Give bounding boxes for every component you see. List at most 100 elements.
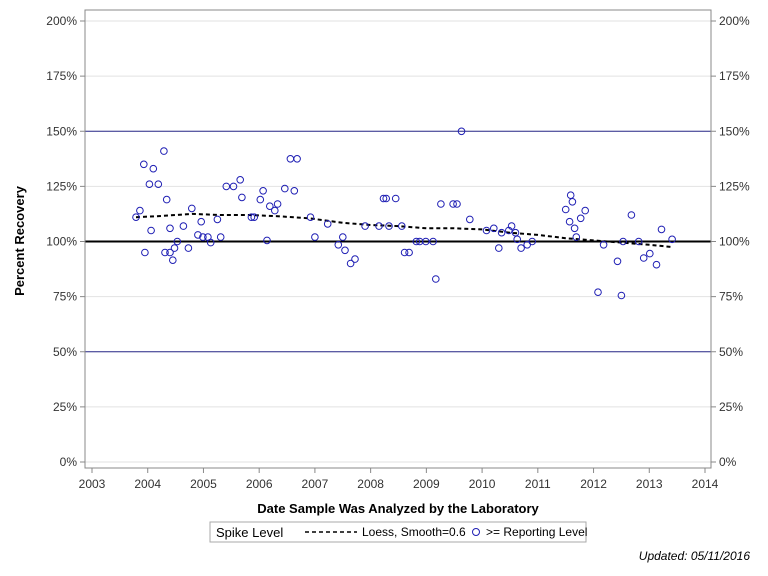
y-axis-label: Percent Recovery — [12, 185, 27, 296]
data-point — [166, 248, 174, 257]
data-point — [334, 241, 343, 249]
data-point — [132, 213, 140, 221]
data-point — [306, 213, 315, 221]
data-point — [400, 248, 409, 257]
y-tick-label: 200% — [46, 14, 77, 28]
data-point — [617, 291, 626, 300]
data-point — [528, 237, 537, 246]
data-point — [561, 205, 570, 214]
data-point — [136, 206, 144, 215]
data-point — [379, 194, 388, 203]
data-point — [206, 238, 215, 247]
data-point — [147, 226, 155, 235]
data-point — [169, 256, 177, 265]
x-tick-label: 2005 — [190, 477, 217, 491]
data-point — [382, 194, 391, 203]
data-point — [236, 176, 244, 184]
data-point — [271, 206, 279, 215]
data-point — [281, 184, 289, 193]
data-point — [140, 160, 148, 169]
data-point — [432, 275, 440, 283]
data-point — [594, 288, 602, 297]
data-point — [375, 222, 383, 230]
data-point — [293, 155, 301, 163]
y-tick-label-right: 125% — [719, 179, 750, 193]
data-point — [453, 200, 461, 208]
data-point — [161, 248, 169, 257]
legend-item-reporting-level: >= Reporting Level — [486, 525, 587, 539]
data-point — [422, 237, 430, 246]
data-point — [149, 164, 158, 173]
data-point — [166, 224, 174, 233]
data-point — [216, 233, 225, 241]
y-tick-label-right: 100% — [719, 235, 750, 249]
data-point — [194, 231, 202, 239]
data-point — [634, 237, 643, 246]
data-point — [385, 222, 393, 230]
data-point — [572, 233, 581, 241]
y-tick-label: 175% — [46, 69, 77, 83]
y-tick-label-right: 75% — [719, 290, 743, 304]
data-point — [398, 222, 406, 230]
y-tick-label: 50% — [53, 345, 77, 359]
data-point — [341, 246, 349, 255]
x-tick-label: 2014 — [692, 477, 719, 491]
y-tick-label: 125% — [46, 179, 77, 193]
series-layer — [132, 127, 676, 300]
data-point — [490, 224, 498, 233]
data-point — [415, 237, 424, 246]
legend-title: Spike Level — [216, 525, 283, 540]
data-point — [507, 222, 516, 230]
y-tick-label-right: 50% — [719, 345, 743, 359]
data-point — [154, 180, 163, 188]
data-point — [495, 244, 503, 252]
y-tick-label-right: 200% — [719, 14, 750, 28]
data-point — [627, 211, 636, 219]
x-tick-label: 2007 — [302, 477, 329, 491]
plot-frame — [84, 9, 712, 469]
data-point — [599, 241, 608, 249]
data-point — [646, 249, 654, 258]
y-axis-left: 0% 25% 50% 75% 100% 125% 150% 175% 200% — [46, 14, 85, 469]
data-point — [391, 194, 400, 203]
x-tick-label: 2003 — [79, 477, 106, 491]
data-point — [222, 182, 231, 191]
legend: Spike Level Loess, Smooth=0.6 >= Reporti… — [209, 521, 587, 543]
data-point — [449, 200, 457, 208]
data-point — [170, 244, 179, 252]
y-tick-label-right: 0% — [719, 455, 737, 469]
data-point — [565, 217, 574, 226]
x-tick-label: 2011 — [525, 477, 551, 491]
y-tick-label: 150% — [46, 124, 77, 138]
data-point — [497, 228, 506, 237]
data-point — [668, 235, 676, 244]
data-point — [361, 222, 369, 230]
data-point — [141, 248, 149, 257]
x-tick-label: 2006 — [246, 477, 273, 491]
data-point — [263, 236, 271, 245]
data-point — [429, 237, 437, 246]
x-tick-label: 2012 — [580, 477, 607, 491]
data-point — [576, 214, 585, 223]
data-point — [657, 225, 666, 234]
y-axis-right: 0% 25% 50% 75% 100% 125% 150% 175% 200% — [711, 14, 750, 469]
data-point — [213, 215, 222, 224]
data-point — [339, 233, 347, 241]
data-point — [639, 254, 648, 262]
data-point — [323, 220, 332, 228]
data-point — [619, 237, 627, 246]
x-tick-label: 2009 — [413, 477, 440, 491]
data-point — [273, 200, 282, 208]
data-point — [238, 193, 246, 202]
x-axis: 2003 2004 2005 2006 2007 2008 2009 2010 2011 2012… — [79, 468, 719, 491]
x-tick-label: 2010 — [469, 477, 496, 491]
data-point — [229, 182, 238, 191]
data-point — [162, 195, 171, 204]
data-point — [259, 187, 267, 195]
data-point — [188, 204, 196, 213]
data-point — [652, 260, 661, 269]
data-point — [145, 180, 154, 188]
updated-footnote: Updated: 05/11/2016 — [639, 549, 751, 563]
data-point — [247, 213, 256, 221]
